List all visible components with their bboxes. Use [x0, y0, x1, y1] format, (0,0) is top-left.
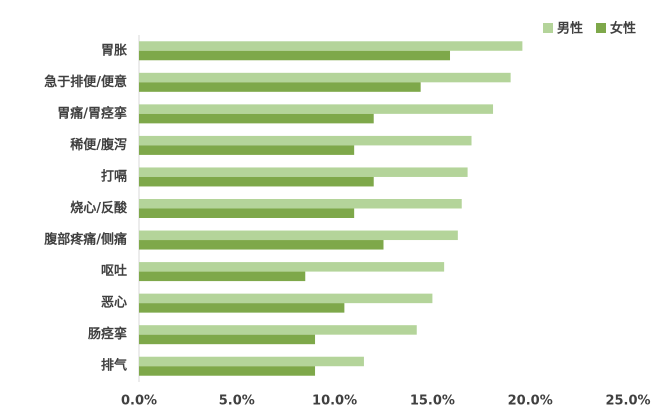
x-tick-label: 0.0%: [121, 394, 157, 409]
bar: [139, 230, 458, 241]
bar: [139, 293, 433, 304]
y-tick-label: 肠痉挛: [88, 326, 127, 342]
legend-swatch: [596, 23, 606, 33]
y-tick-label: 烧心/反酸: [70, 200, 128, 216]
y-tick-label: 胃痛/胃痉挛: [57, 105, 127, 121]
bar: [139, 104, 494, 114]
bar: [139, 113, 374, 124]
y-tick-label: 稀便/腹泻: [70, 137, 127, 153]
y-tick-label: 恶心: [101, 296, 127, 311]
y-tick-label: 腹部疼痛/侧痛: [44, 232, 127, 248]
bar: [139, 356, 364, 367]
bar: [139, 72, 511, 83]
y-tick-label: 胃胀: [101, 43, 127, 58]
y-tick-label: 打嗝: [101, 168, 127, 184]
x-tick-label: 5.0%: [219, 394, 255, 409]
y-tick-label: 排气: [101, 358, 127, 374]
bar: [139, 262, 445, 272]
bar: [139, 145, 355, 155]
y-tick-label: 急于排便/便意: [44, 74, 127, 90]
legend-swatch: [543, 23, 553, 33]
bar: [139, 176, 374, 187]
x-tick-label: 15.0%: [410, 394, 455, 409]
bar: [139, 41, 523, 51]
bar: [139, 50, 451, 61]
bar: [139, 199, 462, 209]
bar: [139, 82, 421, 92]
x-tick-label: 10.0%: [312, 394, 357, 409]
bar: [139, 135, 472, 146]
bar: [139, 271, 306, 282]
x-tick-label: 20.0%: [508, 394, 553, 409]
bar: [139, 366, 316, 376]
bar: [139, 167, 468, 177]
legend-label: 男性: [557, 21, 583, 37]
bar: [139, 334, 316, 345]
bar: [139, 240, 384, 250]
bar: [139, 325, 417, 335]
bar: [139, 303, 345, 313]
y-tick-label: 呕吐: [101, 263, 127, 279]
legend-label: 女性: [610, 21, 636, 37]
bar: [139, 208, 355, 218]
x-tick-label: 25.0%: [605, 394, 650, 409]
